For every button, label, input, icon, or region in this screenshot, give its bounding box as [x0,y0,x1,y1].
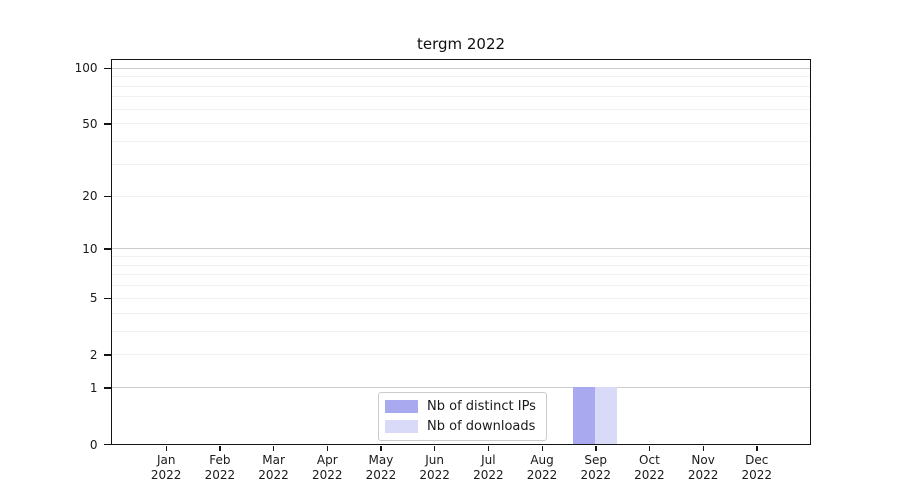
x-tick-label-sep: Sep 2022 [580,452,611,482]
y-tick-0 [104,444,111,446]
y-tick-5 [104,297,111,300]
y-gridline-major-10 [112,248,810,250]
y-tick-label-5: 5 [89,291,98,306]
y-gridline-minor-2 [112,354,810,356]
y-gridline-minor-80 [112,85,810,87]
bar-sep-downloads [595,387,618,444]
plot-area [111,59,811,445]
y-gridline-major-1 [112,387,810,389]
y-gridline-minor-50 [112,123,810,125]
x-tick-label-nov: Nov 2022 [687,452,719,482]
x-tick-jul [487,446,490,451]
y-gridline-minor-3 [112,330,810,332]
legend-item-downloads: Nb of downloads [385,418,536,435]
x-tick-label-oct: Oct 2022 [634,452,665,482]
x-tick-label-mar: Mar 2022 [258,452,289,482]
y-gridline-minor-70 [112,96,810,98]
x-tick-apr [326,446,329,451]
y-tick-label-100: 100 [74,61,98,76]
y-tick-1 [104,387,111,389]
y-gridline-minor-8 [112,264,810,266]
chart-title: tergm 2022 [416,35,506,53]
y-tick-label-50: 50 [82,116,98,131]
x-tick-may [380,446,382,451]
legend-swatch-downloads [385,420,418,433]
y-gridline-major-100 [112,67,810,69]
y-gridline-minor-9 [112,256,810,258]
legend-swatch-distinct-ips [385,400,418,413]
x-tick-mar [273,446,275,451]
y-tick-label-2: 2 [89,347,98,362]
x-tick-sep [595,446,597,451]
legend-label-distinct-ips: Nb of distinct IPs [427,399,536,414]
y-gridline-minor-30 [112,164,810,165]
legend-item-distinct-ips: Nb of distinct IPs [385,398,536,415]
x-tick-jun [434,446,436,451]
y-tick-label-0: 0 [89,437,98,452]
y-tick-10 [104,248,111,250]
y-gridline-minor-60 [112,108,810,110]
x-tick-jan [165,446,167,451]
x-tick-aug [541,446,543,451]
x-tick-label-dec: Dec 2022 [741,452,773,482]
bar-sep-distinct-ips [573,387,596,444]
x-tick-label-apr: Apr 2022 [311,452,343,482]
y-tick-label-10: 10 [82,241,98,256]
x-tick-label-aug: Aug 2022 [526,452,558,482]
x-tick-label-jul: Jul 2022 [473,452,504,482]
y-gridline-minor-4 [112,312,810,314]
y-tick-50 [104,123,111,125]
x-tick-oct [648,446,651,451]
y-tick-label-20: 20 [82,189,98,204]
y-gridline-minor-7 [112,274,810,276]
x-tick-label-feb: Feb 2022 [204,452,236,482]
legend: Nb of distinct IPs Nb of downloads [378,392,547,441]
y-tick-20 [104,195,111,198]
x-tick-dec [756,446,758,451]
x-tick-label-jun: Jun 2022 [419,452,450,482]
y-tick-2 [104,354,111,356]
legend-label-downloads: Nb of downloads [427,419,536,434]
y-gridline-minor-40 [112,141,810,143]
x-tick-label-jan: Jan 2022 [150,452,182,482]
y-tick-label-1: 1 [89,380,98,395]
y-tick-100 [104,67,111,69]
y-gridline-minor-90 [112,76,810,78]
x-tick-label-may: May 2022 [365,452,397,482]
x-tick-feb [219,446,221,451]
y-gridline-minor-5 [112,297,810,299]
y-gridline-minor-20 [112,195,810,197]
x-tick-nov [702,446,704,451]
y-gridline-minor-6 [112,285,810,287]
